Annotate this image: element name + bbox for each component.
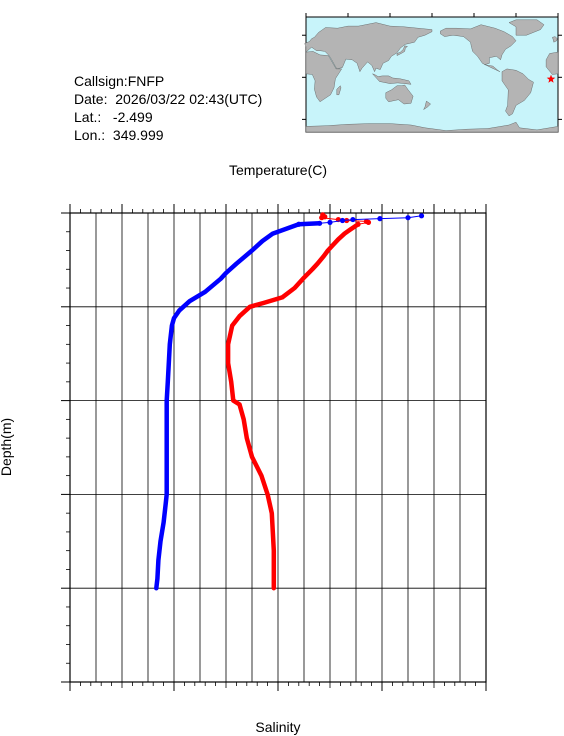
lon-text: Lon.: 349.999 (74, 127, 164, 143)
chart-grid (70, 213, 486, 682)
map-land-japan (396, 45, 408, 56)
series-1-line (154, 221, 322, 591)
depth-axis-label: Depth(m) (0, 418, 14, 476)
callsign-text: Callsign:FNFP (74, 73, 165, 89)
series-0-point (319, 215, 325, 221)
series-1-point (377, 216, 383, 222)
map-left-ticks (302, 34, 562, 120)
info-block: Callsign:FNFP Date: 2026/03/22 02:43(UTC… (74, 72, 262, 144)
depth-axis (61, 212, 70, 683)
map-land-north-america (440, 24, 517, 72)
map-land-africa (305, 51, 343, 103)
series-0-point (355, 221, 361, 227)
map-land-madagascar (336, 85, 342, 96)
series-0-line (225, 222, 361, 591)
series-0-point (365, 219, 372, 225)
map-land-indonesia (371, 73, 412, 85)
salinity-axis (69, 682, 487, 691)
series-1-point (350, 216, 356, 223)
series-1-point (296, 221, 302, 227)
map-land-antarctica (305, 121, 559, 133)
series-0-connector (227, 214, 371, 589)
series-layer (154, 212, 425, 591)
map-land-africa-west (545, 51, 559, 75)
series-1-point (327, 219, 333, 225)
map-land-europe-asia (304, 22, 433, 73)
map-top-ticks (305, 13, 559, 17)
map-land (304, 19, 559, 133)
location-star-marker (546, 74, 556, 83)
date-text: Date: 2026/03/22 02:43(UTC) (74, 91, 263, 107)
map-land-greenland (508, 19, 545, 36)
map-land-new-zealand (423, 100, 431, 111)
location-map (302, 13, 562, 133)
temperature-axis-label: Temperature(C) (229, 162, 327, 178)
map-land-south-america (501, 68, 534, 117)
map-land-australia (385, 84, 414, 105)
map-location-marker (546, 74, 556, 83)
lat-text: Lat.: -2.499 (74, 109, 153, 125)
temperature-axis (69, 204, 487, 213)
salinity-axis-label: Salinity (255, 719, 300, 735)
series-1-point (339, 217, 346, 224)
map-land-uk (552, 36, 558, 43)
series-1-point (405, 215, 411, 221)
series-1-point (418, 213, 425, 219)
series-1-point (317, 220, 323, 226)
